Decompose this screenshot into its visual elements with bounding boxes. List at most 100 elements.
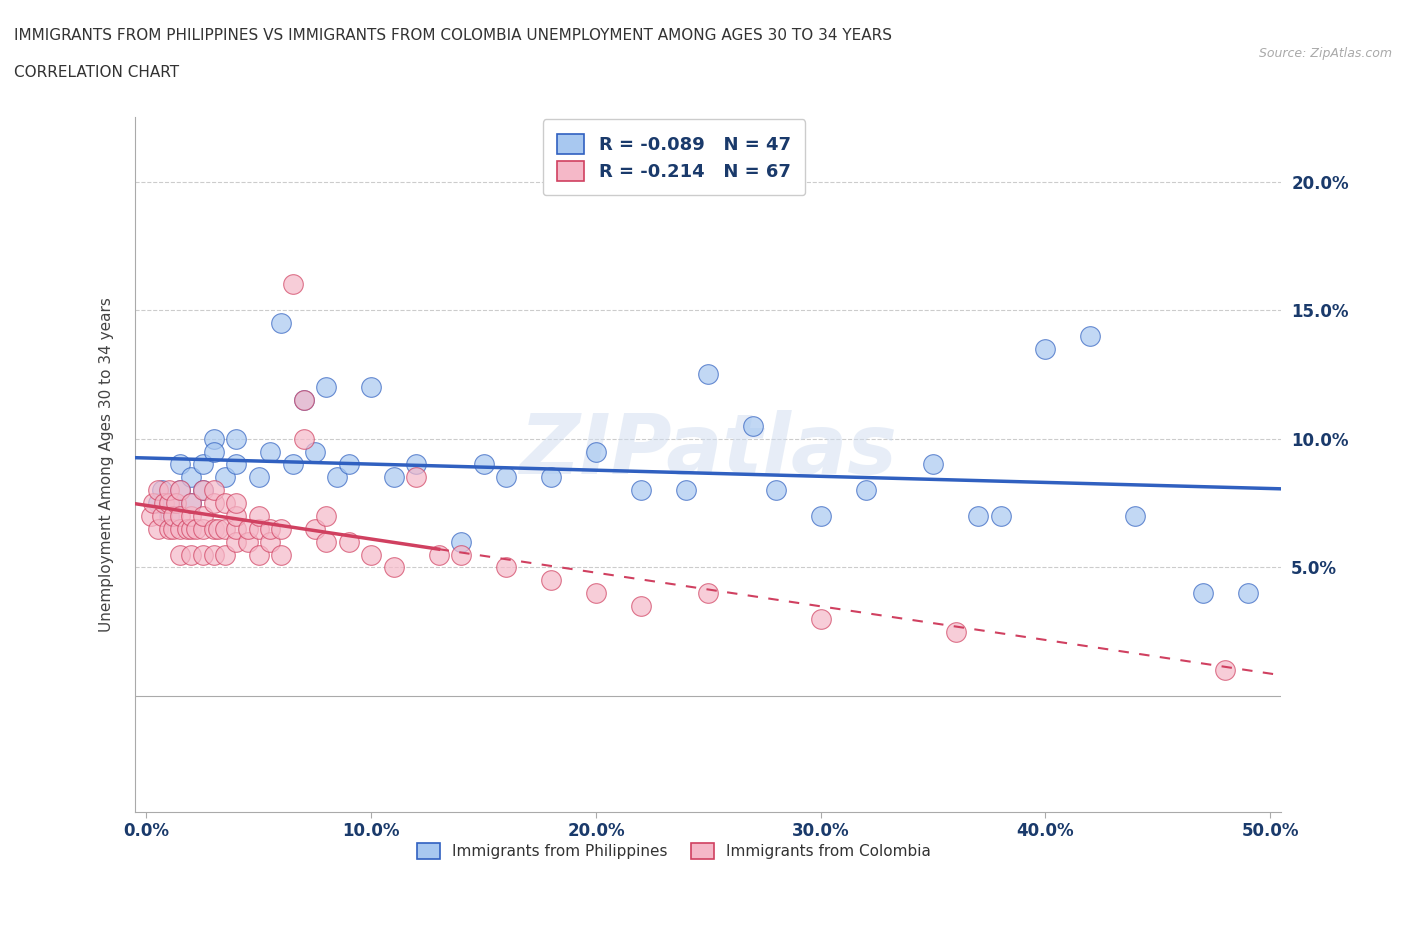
Point xyxy=(270,547,292,562)
Point xyxy=(742,418,765,433)
Point xyxy=(162,522,184,537)
Point xyxy=(1236,586,1258,601)
Point xyxy=(157,522,180,537)
Point xyxy=(202,496,225,511)
Point xyxy=(765,483,787,498)
Point xyxy=(630,483,652,498)
Point xyxy=(162,509,184,524)
Point xyxy=(214,522,236,537)
Point xyxy=(304,445,326,459)
Point xyxy=(675,483,697,498)
Point xyxy=(697,586,720,601)
Point xyxy=(169,509,191,524)
Point xyxy=(360,547,382,562)
Point xyxy=(191,483,214,498)
Point xyxy=(139,509,162,524)
Point xyxy=(382,560,405,575)
Text: CORRELATION CHART: CORRELATION CHART xyxy=(14,65,179,80)
Point xyxy=(157,483,180,498)
Point xyxy=(202,432,225,446)
Point xyxy=(281,457,304,472)
Point xyxy=(150,483,173,498)
Point xyxy=(630,599,652,614)
Point xyxy=(214,470,236,485)
Point xyxy=(855,483,877,498)
Point xyxy=(153,496,176,511)
Point xyxy=(225,522,247,537)
Point xyxy=(225,457,247,472)
Point xyxy=(236,534,259,549)
Point xyxy=(1213,663,1236,678)
Point xyxy=(259,534,281,549)
Point xyxy=(259,445,281,459)
Point xyxy=(169,522,191,537)
Point xyxy=(405,457,427,472)
Text: Source: ZipAtlas.com: Source: ZipAtlas.com xyxy=(1258,46,1392,60)
Point xyxy=(176,522,198,537)
Point xyxy=(292,392,315,407)
Point xyxy=(304,522,326,537)
Point xyxy=(247,509,270,524)
Point xyxy=(585,586,607,601)
Point xyxy=(270,315,292,330)
Point xyxy=(157,509,180,524)
Point xyxy=(495,470,517,485)
Point xyxy=(1125,509,1147,524)
Point xyxy=(202,547,225,562)
Point xyxy=(214,496,236,511)
Point xyxy=(1080,328,1102,343)
Point xyxy=(191,457,214,472)
Point xyxy=(585,445,607,459)
Point xyxy=(472,457,495,472)
Point xyxy=(967,509,990,524)
Point xyxy=(450,547,472,562)
Legend: Immigrants from Philippines, Immigrants from Colombia: Immigrants from Philippines, Immigrants … xyxy=(409,835,938,867)
Point xyxy=(259,522,281,537)
Point xyxy=(247,522,270,537)
Point xyxy=(270,522,292,537)
Point xyxy=(810,611,832,626)
Point xyxy=(225,496,247,511)
Point xyxy=(150,509,173,524)
Point xyxy=(180,496,202,511)
Point xyxy=(169,547,191,562)
Point xyxy=(1035,341,1057,356)
Point xyxy=(281,277,304,292)
Point xyxy=(180,496,202,511)
Point xyxy=(697,367,720,382)
Point xyxy=(225,534,247,549)
Point xyxy=(202,445,225,459)
Y-axis label: Unemployment Among Ages 30 to 34 years: Unemployment Among Ages 30 to 34 years xyxy=(100,297,114,631)
Point xyxy=(225,509,247,524)
Point xyxy=(202,522,225,537)
Point xyxy=(191,509,214,524)
Point xyxy=(382,470,405,485)
Point xyxy=(945,624,967,639)
Point xyxy=(214,547,236,562)
Point xyxy=(180,509,202,524)
Point xyxy=(180,522,202,537)
Point xyxy=(165,496,187,511)
Point xyxy=(540,573,562,588)
Point xyxy=(191,522,214,537)
Point xyxy=(236,522,259,537)
Point xyxy=(146,496,169,511)
Point xyxy=(169,483,191,498)
Point xyxy=(495,560,517,575)
Point xyxy=(810,509,832,524)
Point xyxy=(450,534,472,549)
Point xyxy=(337,457,360,472)
Point xyxy=(169,483,191,498)
Point xyxy=(405,470,427,485)
Point xyxy=(315,379,337,394)
Point xyxy=(427,547,450,562)
Point xyxy=(157,496,180,511)
Point xyxy=(922,457,945,472)
Point xyxy=(191,483,214,498)
Point xyxy=(225,432,247,446)
Point xyxy=(292,432,315,446)
Point xyxy=(146,522,169,537)
Point xyxy=(337,534,360,549)
Point xyxy=(180,547,202,562)
Point xyxy=(142,496,165,511)
